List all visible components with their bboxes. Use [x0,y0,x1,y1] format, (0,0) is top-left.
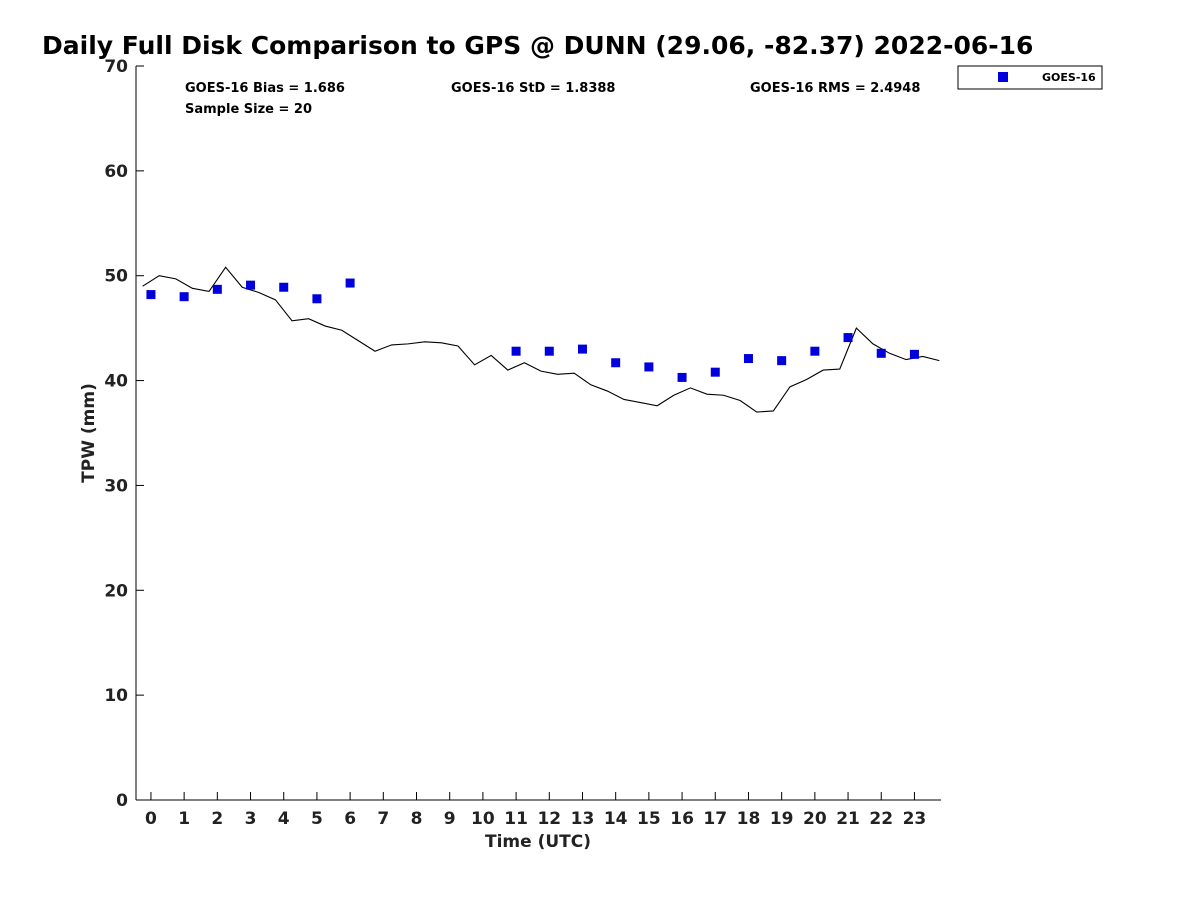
x-tick-label: 5 [311,809,323,829]
gps-tpw-line [142,266,940,413]
y-tick-label: 50 [104,267,128,287]
goes16-point [876,348,886,358]
legend: GOES-16 [957,65,1103,90]
legend-box [957,65,1103,90]
x-tick-label: 21 [836,809,860,829]
bias-stat: GOES-16 Bias = 1.686 [185,81,345,96]
x-tick-label: 23 [903,809,927,829]
y-tick-label: 30 [104,476,128,496]
y-tick-label: 70 [104,57,128,77]
x-tick-label: 12 [537,809,561,829]
x-tick-label: 17 [703,809,727,829]
x-tick-label: 4 [278,809,290,829]
x-tick-label: 0 [145,809,157,829]
x-tick-label: 14 [604,809,628,829]
y-axis-label: TPW (mm) [79,383,99,483]
rms-stat: GOES-16 RMS = 2.4948 [750,81,920,96]
x-tick-label: 19 [770,809,794,829]
x-tick-label: 18 [737,809,761,829]
goes16-point [179,292,189,302]
y-ticks: 0 10 20 30 40 50 60 70 [104,57,144,811]
series-group [142,266,940,413]
x-tick-label: 8 [411,809,423,829]
goes16-point [810,346,820,356]
x-tick-label: 22 [869,809,893,829]
x-tick-label: 20 [803,809,827,829]
goes16-point [279,282,289,292]
legend-label: GOES-16 [1042,71,1096,84]
goes16-point [577,344,587,354]
x-tick-label: 11 [504,809,528,829]
chart-title: Daily Full Disk Comparison to GPS @ DUNN… [42,31,1033,60]
goes16-point [777,356,787,366]
goes16-point [743,354,753,364]
goes16-point [909,349,919,359]
x-tick-label: 9 [444,809,456,829]
x-tick-label: 10 [471,809,495,829]
goes16-point [710,367,720,377]
x-tick-label: 15 [637,809,661,829]
sample-size-stat: Sample Size = 20 [185,102,312,117]
x-tick-label: 7 [377,809,389,829]
y-tick-label: 10 [104,686,128,706]
y-tick-label: 40 [104,372,128,392]
x-tick-label: 13 [571,809,595,829]
x-tick-label: 1 [178,809,190,829]
goes16-point [511,346,521,356]
goes16-point [644,362,654,372]
x-axis-label: Time (UTC) [485,832,591,852]
axes [135,66,941,801]
goes16-point [212,284,222,294]
y-tick-label: 0 [116,791,128,811]
goes16-point [677,372,687,382]
y-tick-label: 60 [104,162,128,182]
legend-marker-square [998,72,1008,82]
std-stat: GOES-16 StD = 1.8388 [451,81,615,96]
x-tick-label: 2 [211,809,223,829]
goes16-point [345,278,355,288]
goes16-point [312,294,322,304]
y-tick-label: 20 [104,581,128,601]
x-tick-label: 6 [344,809,356,829]
goes16-point [246,280,256,290]
x-ticks: 0 1 2 3 4 5 6 7 8 9 10 11 12 13 14 15 16 17 18 19 20 21 22 23 [145,792,926,829]
goes16-point [146,290,156,300]
x-tick-label: 3 [245,809,257,829]
x-tick-label: 16 [670,809,694,829]
goes16-point [611,358,621,368]
goes16-point [544,346,554,356]
goes16-point [843,333,853,343]
